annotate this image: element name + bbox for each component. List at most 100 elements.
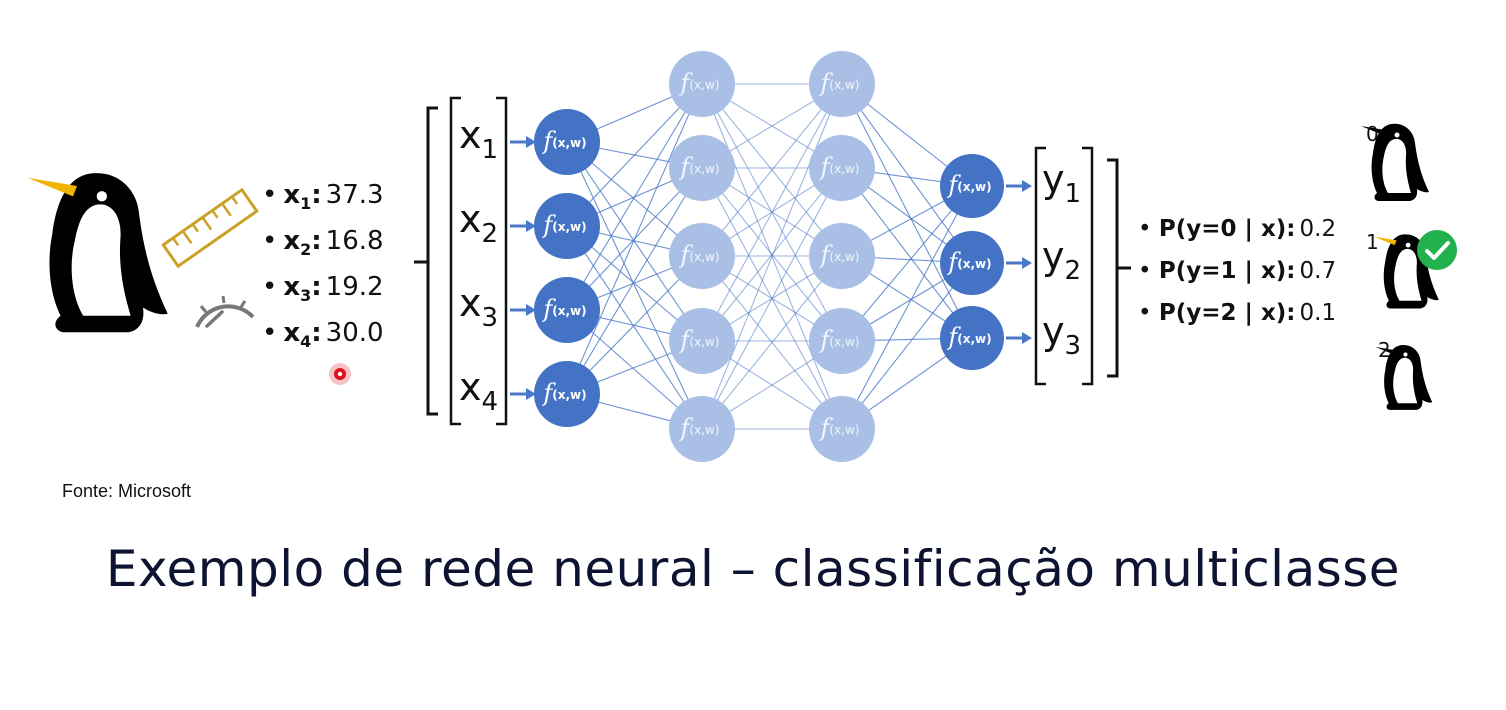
probability-value: 0.7 <box>1299 258 1337 284</box>
input-arrow-head <box>526 136 536 148</box>
connection-line <box>841 83 973 339</box>
input-vector-right-bracket <box>496 96 508 426</box>
neuron: f(x,w) <box>669 135 735 201</box>
input-arrow-head <box>526 304 536 316</box>
connection-line <box>701 83 843 257</box>
neuron-label: f(x,w) <box>679 69 720 97</box>
gauge-needle <box>205 310 224 328</box>
connection-line <box>566 83 703 311</box>
neuron-args: (x,w) <box>552 136 586 150</box>
outer-right-bracket <box>1107 158 1119 378</box>
neuron-circle <box>669 396 735 462</box>
penguin-beak <box>27 177 78 197</box>
neuron-circle <box>809 51 875 117</box>
probability-label: P(y=2 | x): <box>1158 300 1296 326</box>
connection-line <box>701 255 843 430</box>
neuron-circle <box>534 277 600 343</box>
neuron-args: (x,w) <box>689 335 719 349</box>
input-index: 2 <box>482 219 499 249</box>
checkmark-icon <box>1417 230 1457 270</box>
neuron-circle <box>534 361 600 427</box>
penguin-icon <box>27 173 168 333</box>
neuron: f(x,w) <box>669 51 735 117</box>
neuron: f(x,w) <box>940 154 1004 218</box>
connection-line <box>841 167 973 339</box>
connection-line <box>841 185 973 342</box>
class-number: 0 <box>1366 122 1379 146</box>
bullet: • <box>1138 300 1159 326</box>
neuron: f(x,w) <box>669 223 735 289</box>
penguin-class-0-icon <box>1361 123 1429 201</box>
probability-label: P(y=0 | x): <box>1158 216 1296 242</box>
neuron-circle <box>940 306 1004 370</box>
input-arrow-head <box>526 220 536 232</box>
probability-row: • P(y=0 | x): 0.2 <box>1138 216 1336 242</box>
neuron: f(x,w) <box>809 223 875 289</box>
input-arrow-head <box>526 388 536 400</box>
penguin-beak <box>1375 346 1396 355</box>
neuron-args: (x,w) <box>829 335 859 349</box>
connection-line <box>841 262 973 430</box>
feature-row: • x1: 37.3 <box>262 180 384 213</box>
neuron-circle <box>669 223 735 289</box>
penguin-eye <box>1403 352 1408 357</box>
source-caption: Fonte: Microsoft <box>62 481 192 501</box>
feature-row: • x2: 16.8 <box>262 226 384 259</box>
ruler-tick <box>201 216 213 231</box>
probability-value: 0.2 <box>1299 216 1337 242</box>
feature-name: x4: <box>283 318 322 352</box>
bullet: • <box>262 226 278 256</box>
input-label: x1 <box>459 113 498 165</box>
outer-left-bracket <box>426 106 438 416</box>
feature-name: x2: <box>283 226 322 260</box>
ruler-icon <box>161 187 259 269</box>
neuron: f(x,w) <box>669 396 735 462</box>
gauge-tick <box>221 295 226 304</box>
neuron: f(x,w) <box>669 308 735 374</box>
penguin-belly <box>1393 357 1418 404</box>
output-label: y1 <box>1042 157 1081 209</box>
probability-row: • P(y=1 | x): 0.7 <box>1138 258 1336 284</box>
penguin-belly <box>71 204 131 316</box>
penguin-beak <box>1361 126 1385 135</box>
neuron: f(x,w) <box>809 135 875 201</box>
checkmark-path <box>1425 241 1450 260</box>
connection-line <box>566 167 703 395</box>
neuron-circle <box>669 308 735 374</box>
bullet: • <box>262 272 278 302</box>
neuron: f(x,w) <box>534 193 600 259</box>
penguin-eye <box>1394 132 1400 138</box>
connection-line <box>841 185 973 430</box>
bullet: • <box>1138 216 1159 242</box>
laser-center <box>337 371 343 377</box>
output-index: 3 <box>1065 331 1082 361</box>
input-index: 3 <box>482 303 499 333</box>
feature-row: • x4: 30.0 <box>262 318 384 351</box>
class-number: 2 <box>1378 338 1391 362</box>
feature-value: 30.0 <box>325 318 384 348</box>
neuron: f(x,w) <box>534 109 600 175</box>
checkmark-circle <box>1417 230 1457 270</box>
output-index: 2 <box>1065 256 1082 286</box>
neuron: f(x,w) <box>809 396 875 462</box>
neuron-circle <box>669 51 735 117</box>
input-label: x3 <box>459 281 498 333</box>
output-label: y2 <box>1042 234 1081 286</box>
neuron-args: (x,w) <box>552 304 586 318</box>
penguin-beak <box>1373 236 1397 246</box>
ruler-tick <box>191 223 199 233</box>
input-index: 1 <box>482 135 499 165</box>
neuron: f(x,w) <box>534 361 600 427</box>
gauge-tick <box>199 305 208 313</box>
penguin-belly <box>1382 138 1411 193</box>
neuron-args: (x,w) <box>829 162 859 176</box>
probability-value: 0.1 <box>1299 300 1337 326</box>
output-label: y3 <box>1042 309 1081 361</box>
neuron-args: (x,w) <box>689 162 719 176</box>
input-label: x2 <box>459 197 498 249</box>
ruler-tick <box>181 230 193 245</box>
neuron-args: (x,w) <box>829 250 859 264</box>
output-index: 1 <box>1065 179 1082 209</box>
neuron-args: (x,w) <box>957 332 991 346</box>
laser-pointer-dot <box>329 363 351 385</box>
